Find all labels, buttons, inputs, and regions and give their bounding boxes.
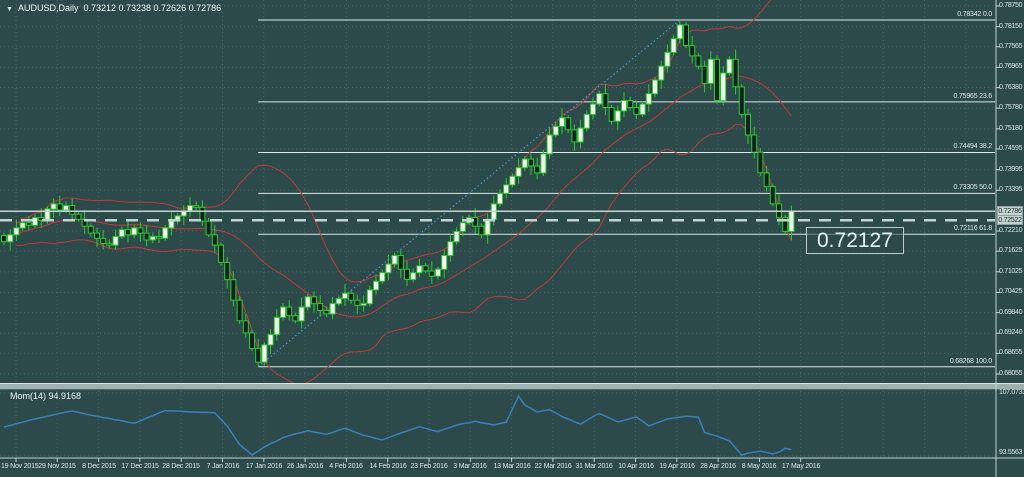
price-tick-label: 0.75180 bbox=[999, 125, 1023, 132]
fibonacci-level-label: 0.78342 0.0 bbox=[957, 11, 992, 18]
date-tick-label: 26 Jan 2016 bbox=[286, 463, 324, 470]
momentum-scale-bottom: 93.5563 bbox=[999, 449, 1023, 456]
date-tick-label: 17 Dec 2015 bbox=[121, 463, 159, 470]
ohlc-values: 0.73212 0.73238 0.72626 0.72786 bbox=[83, 3, 222, 13]
price-tick-label: 0.78150 bbox=[999, 23, 1023, 30]
date-tick-label: 23 Feb 2016 bbox=[410, 463, 448, 470]
price-tick-label: 0.70425 bbox=[999, 288, 1023, 295]
price-tick-label: 0.77565 bbox=[999, 43, 1023, 50]
date-tick-label: 31 Mar 2016 bbox=[575, 463, 613, 470]
date-tick-label: 19 Nov 2015 bbox=[1, 463, 39, 470]
momentum-indicator-label: Mom(14) 94.9168 bbox=[10, 391, 82, 401]
chart-title: ▼ AUDUSD,Daily 0.73212 0.73238 0.72626 0.… bbox=[6, 3, 221, 13]
price-tick-label: 0.76965 bbox=[999, 63, 1023, 70]
fibonacci-level-label: 0.73305 50.0 bbox=[953, 184, 993, 191]
price-tick-label: 0.68655 bbox=[999, 349, 1023, 356]
fibonacci-level-label: 0.75965 23.6 bbox=[953, 93, 993, 100]
price-tick-label: 0.75780 bbox=[999, 104, 1023, 111]
collapse-chart-icon[interactable]: ▼ bbox=[6, 6, 13, 13]
price-tick-label: 0.74595 bbox=[999, 145, 1023, 152]
date-tick-label: 7 Jan 2016 bbox=[206, 463, 240, 470]
date-tick-label: 19 Apr 2016 bbox=[659, 463, 695, 470]
momentum-scale-top: 107.0733 bbox=[999, 389, 1024, 396]
date-tick-label: 3 Mar 2016 bbox=[453, 463, 487, 470]
date-tick-label: 4 Feb 2016 bbox=[329, 463, 363, 470]
date-tick-label: 8 May 2016 bbox=[741, 463, 777, 470]
price-text-annotation[interactable]: 0.72127 bbox=[806, 227, 904, 254]
price-tick-label: 0.69840 bbox=[999, 309, 1023, 316]
date-tick-label: 17 May 2016 bbox=[781, 463, 821, 470]
price-tick-label: 0.73995 bbox=[999, 166, 1023, 173]
fibonacci-level-label: 0.72116 61.8 bbox=[954, 225, 992, 232]
price-tick-label: 0.78750 bbox=[999, 2, 1023, 9]
price-tick-label: 0.71025 bbox=[999, 268, 1023, 275]
date-tick-label: 28 Dec 2015 bbox=[162, 463, 200, 470]
price-tick-label: 0.76380 bbox=[999, 84, 1023, 91]
symbol-timeframe-label: AUDUSD,Daily bbox=[17, 3, 79, 13]
date-tick-label: 28 Apr 2016 bbox=[700, 463, 736, 470]
date-tick-label: 10 Apr 2016 bbox=[618, 463, 654, 470]
date-tick-label: 22 Mar 2016 bbox=[534, 463, 572, 470]
price-tick-label: 0.72210 bbox=[999, 227, 1023, 234]
date-tick-label: 13 Mar 2016 bbox=[493, 463, 531, 470]
date-tick-label: 29 Nov 2015 bbox=[38, 463, 76, 470]
price-tick-label: 0.71625 bbox=[999, 247, 1023, 254]
fibonacci-level-label: 0.74494 38.2 bbox=[953, 143, 993, 150]
date-tick-label: 14 Feb 2016 bbox=[369, 463, 407, 470]
date-tick-label: 8 Dec 2015 bbox=[82, 463, 116, 470]
date-tick-label: 17 Jan 2016 bbox=[245, 463, 283, 470]
fibonacci-level-label: 0.68268 100.0 bbox=[949, 358, 992, 365]
price-tick-label: 0.73395 bbox=[999, 186, 1023, 193]
current-price-box: 0.72522 bbox=[997, 215, 1023, 225]
price-tick-label: 0.68055 bbox=[999, 370, 1023, 377]
price-tick-label: 0.69240 bbox=[999, 329, 1023, 336]
